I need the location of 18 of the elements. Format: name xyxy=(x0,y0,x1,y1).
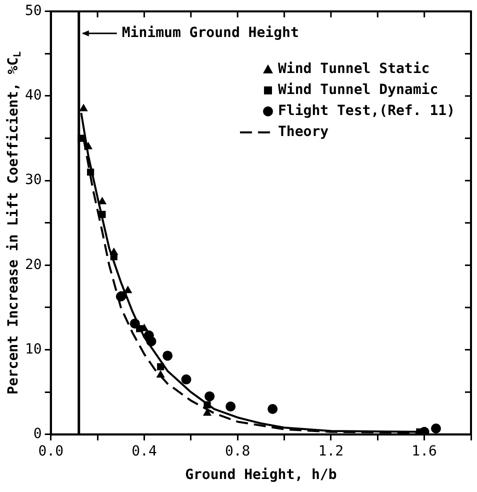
y-tick-label: 20 xyxy=(25,256,42,273)
x-tick-label: 1.2 xyxy=(318,443,344,460)
legend-label: Wind Tunnel Static xyxy=(278,61,430,78)
x-tick-label: 1.6 xyxy=(412,443,437,460)
x-tick-label: 0.4 xyxy=(132,443,157,460)
y-tick-label: 10 xyxy=(25,341,42,358)
y-tick-label: 40 xyxy=(25,88,42,104)
y-axis-title: Percent Increase in Lift Coefficient, %CL xyxy=(6,51,24,394)
legend-label: Flight Test,(Ref. 11) xyxy=(278,103,456,120)
legend-label: Wind Tunnel Dynamic xyxy=(278,82,438,98)
y-tick-label: 30 xyxy=(25,172,42,188)
ref-line-label: Minimum Ground Height xyxy=(122,25,299,42)
legend-label: Theory xyxy=(278,124,330,140)
x-tick-label: 0.0 xyxy=(38,443,64,460)
y-tick-label: 50 xyxy=(25,3,42,20)
y-tick-label: 0 xyxy=(33,426,42,442)
x-tick-label: 0.8 xyxy=(224,443,250,460)
x-axis-title: Ground Height, h/b xyxy=(185,467,337,484)
